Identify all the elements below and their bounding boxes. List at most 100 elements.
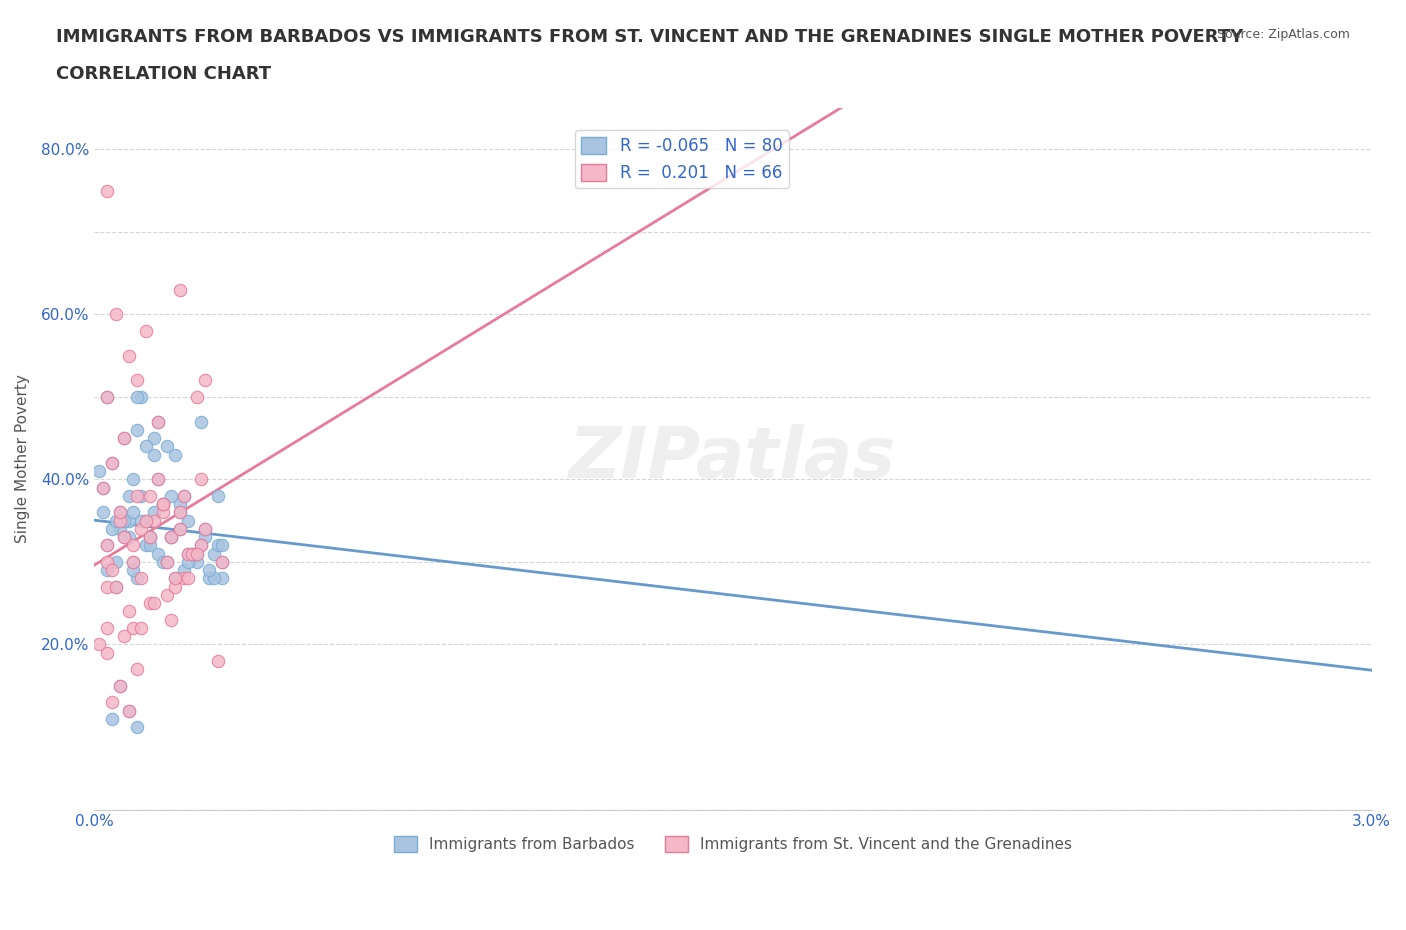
Point xyxy=(169,505,191,520)
Point xyxy=(129,522,152,537)
Point xyxy=(207,538,229,552)
Point xyxy=(169,282,191,297)
Point xyxy=(135,439,157,454)
Point xyxy=(152,497,174,512)
Point xyxy=(121,538,143,552)
Point xyxy=(198,571,221,586)
Point xyxy=(165,571,187,586)
Point xyxy=(152,497,174,512)
Point xyxy=(143,505,166,520)
Point xyxy=(100,522,122,537)
Point xyxy=(190,538,212,552)
Point xyxy=(121,554,143,569)
Point xyxy=(156,588,179,603)
Point xyxy=(143,513,166,528)
Point xyxy=(173,563,195,578)
Point xyxy=(129,513,152,528)
Point xyxy=(100,711,122,726)
Text: IMMIGRANTS FROM BARBADOS VS IMMIGRANTS FROM ST. VINCENT AND THE GRENADINES SINGL: IMMIGRANTS FROM BARBADOS VS IMMIGRANTS F… xyxy=(56,28,1243,46)
Point xyxy=(139,530,162,545)
Point xyxy=(135,513,157,528)
Point xyxy=(121,620,143,635)
Point xyxy=(177,546,200,561)
Point xyxy=(198,563,221,578)
Point xyxy=(169,522,191,537)
Point xyxy=(143,447,166,462)
Point xyxy=(104,513,127,528)
Point xyxy=(96,554,118,569)
Point xyxy=(139,596,162,611)
Point xyxy=(96,620,118,635)
Point xyxy=(125,422,148,437)
Point xyxy=(96,538,118,552)
Point xyxy=(112,530,135,545)
Point xyxy=(87,464,110,479)
Point xyxy=(96,579,118,594)
Point xyxy=(181,546,204,561)
Point xyxy=(112,431,135,445)
Point xyxy=(169,505,191,520)
Point xyxy=(211,554,233,569)
Point xyxy=(173,571,195,586)
Point xyxy=(143,431,166,445)
Point xyxy=(160,612,183,627)
Point xyxy=(148,546,170,561)
Point xyxy=(148,414,170,429)
Point xyxy=(121,472,143,486)
Point xyxy=(186,390,208,405)
Point xyxy=(165,447,187,462)
Point xyxy=(96,538,118,552)
Point xyxy=(160,530,183,545)
Point xyxy=(96,645,118,660)
Point xyxy=(177,546,200,561)
Point xyxy=(125,488,148,503)
Point xyxy=(148,472,170,486)
Point xyxy=(129,620,152,635)
Point xyxy=(202,546,225,561)
Point xyxy=(169,522,191,537)
Point xyxy=(117,604,139,618)
Point xyxy=(173,488,195,503)
Point xyxy=(160,530,183,545)
Point xyxy=(129,488,152,503)
Point xyxy=(96,183,118,198)
Point xyxy=(211,571,233,586)
Legend: Immigrants from Barbados, Immigrants from St. Vincent and the Grenadines: Immigrants from Barbados, Immigrants fro… xyxy=(388,830,1078,858)
Point xyxy=(112,513,135,528)
Point xyxy=(96,390,118,405)
Point xyxy=(194,522,217,537)
Point xyxy=(96,390,118,405)
Point xyxy=(108,513,131,528)
Text: Source: ZipAtlas.com: Source: ZipAtlas.com xyxy=(1216,28,1350,41)
Point xyxy=(87,637,110,652)
Point xyxy=(207,488,229,503)
Point xyxy=(186,546,208,561)
Point xyxy=(100,695,122,710)
Point xyxy=(121,563,143,578)
Point xyxy=(156,439,179,454)
Text: ZIPatlas: ZIPatlas xyxy=(569,424,897,493)
Point xyxy=(121,505,143,520)
Point xyxy=(135,538,157,552)
Point xyxy=(104,579,127,594)
Point xyxy=(139,538,162,552)
Point xyxy=(100,456,122,471)
Point xyxy=(186,546,208,561)
Point xyxy=(165,571,187,586)
Point xyxy=(91,480,114,495)
Point xyxy=(173,488,195,503)
Text: CORRELATION CHART: CORRELATION CHART xyxy=(56,65,271,83)
Point xyxy=(121,554,143,569)
Point xyxy=(160,530,183,545)
Point xyxy=(139,530,162,545)
Point xyxy=(135,513,157,528)
Point xyxy=(117,703,139,718)
Point xyxy=(194,373,217,388)
Point xyxy=(148,414,170,429)
Point xyxy=(117,703,139,718)
Point xyxy=(177,513,200,528)
Point xyxy=(186,554,208,569)
Point xyxy=(96,563,118,578)
Point xyxy=(125,662,148,677)
Point xyxy=(104,579,127,594)
